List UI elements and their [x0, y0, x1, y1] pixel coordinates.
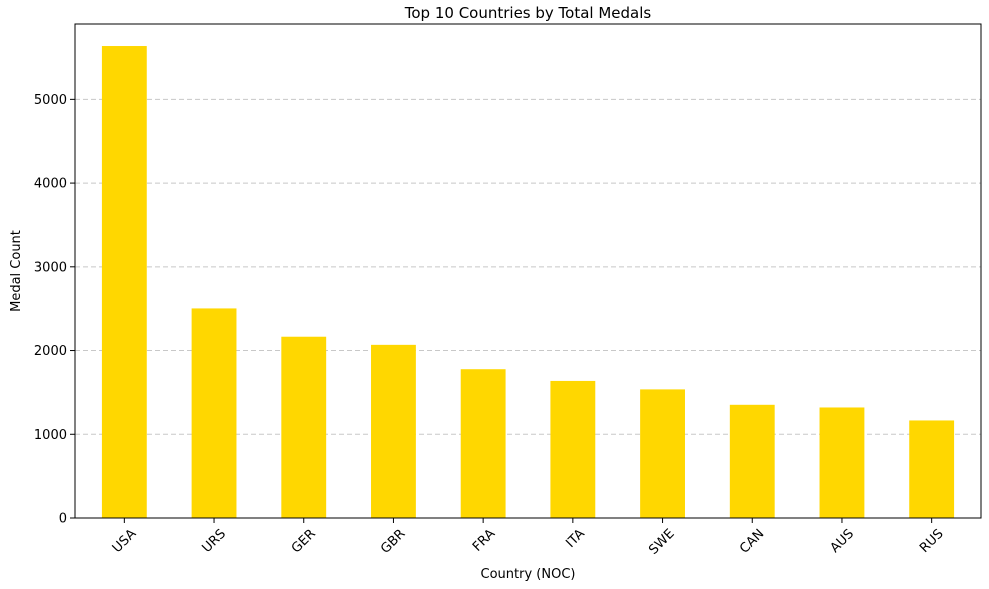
- bar-ita: [550, 380, 596, 518]
- bars: [101, 46, 955, 518]
- bar-gbr: [371, 344, 416, 518]
- y-axis-ticks: 0 1000 2000 3000 4000 5000: [34, 93, 75, 527]
- bar-can: [729, 404, 775, 518]
- x-axis-label: Country (NOC): [481, 567, 576, 582]
- bar-aus: [819, 407, 865, 518]
- chart-title: Top 10 Countries by Total Medals: [404, 4, 652, 22]
- bar-ger: [281, 336, 327, 518]
- y-tick-label: 2000: [34, 344, 67, 359]
- bar-swe: [640, 389, 685, 518]
- bar-usa: [101, 46, 147, 518]
- y-tick-label: 1000: [34, 428, 67, 443]
- y-tick-label: 3000: [34, 260, 67, 275]
- bar-rus: [909, 420, 955, 518]
- y-axis-label: Medal Count: [9, 230, 24, 312]
- y-tick-label: 4000: [34, 177, 67, 192]
- plot-area-frame: [74, 23, 982, 519]
- y-tick-label: 5000: [34, 93, 67, 108]
- y-tick-label: 0: [59, 512, 67, 527]
- bar-urs: [191, 308, 237, 518]
- bar-fra: [460, 369, 506, 518]
